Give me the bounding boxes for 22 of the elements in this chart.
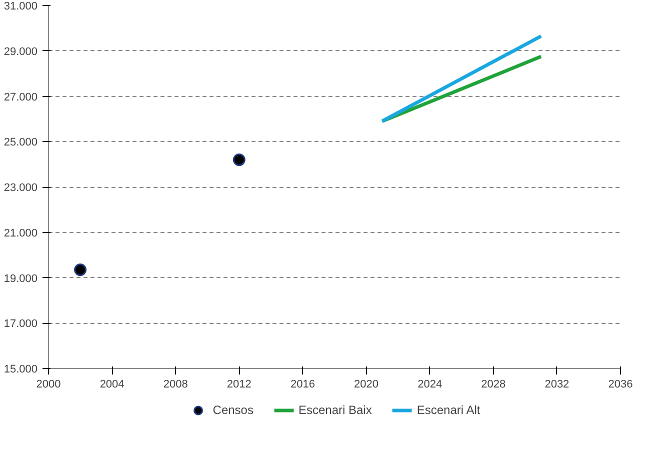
legend-label: Escenari Alt <box>416 403 480 417</box>
x-tick-label: 2016 <box>290 378 315 390</box>
x-tick-label: 2004 <box>100 378 124 390</box>
x-tick-label: 2000 <box>36 378 61 390</box>
legend-label: Escenari Baix <box>298 403 372 417</box>
x-tick-label: 2008 <box>163 378 188 390</box>
x-tick-label: 2024 <box>418 378 442 390</box>
y-tick-label: 17.000 <box>4 318 38 330</box>
x-tick-label: 2028 <box>481 378 506 390</box>
y-tick-label: 27.000 <box>4 91 38 104</box>
legend-label: Censos <box>212 403 254 417</box>
y-tick-label: 21.000 <box>4 227 38 240</box>
x-tick-label: 2032 <box>544 378 570 390</box>
y-tick-label: 25.000 <box>4 136 38 149</box>
y-tick-label: 31.000 <box>4 0 38 12</box>
x-tick-label: 2036 <box>608 378 633 390</box>
y-tick-label: 19.000 <box>4 272 38 285</box>
x-tick-label: 2012 <box>226 378 252 390</box>
y-tick-label: 15.000 <box>4 364 38 376</box>
y-tick-label: 29.000 <box>4 46 38 58</box>
x-tick-label: 2020 <box>354 378 379 390</box>
y-tick-label: 23.000 <box>4 182 38 194</box>
